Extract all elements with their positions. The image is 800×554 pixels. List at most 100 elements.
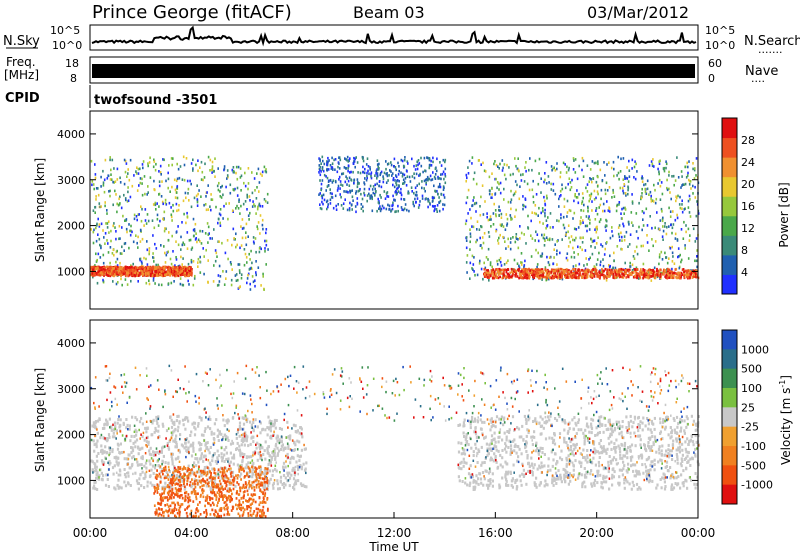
- power-cell: [264, 250, 266, 253]
- power-cell: [442, 193, 445, 197]
- power-cell: [675, 267, 678, 271]
- power-cell: [185, 274, 187, 278]
- power-cell: [584, 276, 587, 279]
- power-cell: [394, 179, 396, 182]
- power-cell: [179, 165, 182, 168]
- power-cell: [374, 190, 377, 194]
- power-cell: [174, 264, 176, 267]
- power-cell: [567, 168, 570, 172]
- power-cell: [215, 251, 218, 255]
- velocity-cell: [586, 439, 590, 442]
- power-cell: [116, 249, 118, 253]
- power-cell: [665, 232, 668, 236]
- frequency-panel: Freq. [MHz] 18 8 60 0 Nave ····: [4, 55, 778, 88]
- power-cell: [536, 269, 538, 272]
- power-cell: [132, 269, 135, 272]
- power-cell: [542, 274, 545, 277]
- power-cell: [507, 237, 509, 241]
- power-cell: [100, 266, 103, 269]
- velocity-cell: [90, 459, 93, 463]
- power-cell: [489, 263, 492, 267]
- power-cell: [378, 207, 380, 210]
- power-cell: [639, 268, 642, 271]
- power-cell: [534, 239, 536, 242]
- date-title: 03/Mar/2012: [587, 3, 689, 22]
- velocity-cell: [490, 434, 494, 438]
- power-cell: [636, 274, 638, 278]
- power-cell: [119, 176, 121, 180]
- power-cell: [443, 196, 446, 199]
- power-cell: [591, 270, 593, 273]
- power-cell: [520, 231, 523, 235]
- velocity-cell: [264, 477, 267, 480]
- power-cell: [392, 194, 394, 198]
- power-cell: [128, 178, 131, 182]
- power-cell: [530, 219, 532, 223]
- power-cell: [124, 267, 127, 270]
- power-cell: [643, 211, 645, 215]
- power-cell: [618, 201, 621, 204]
- power-cell: [367, 169, 369, 173]
- power-cell: [194, 222, 197, 226]
- power-cell: [626, 274, 629, 277]
- power-cell: [162, 202, 164, 206]
- velocity-cell: [536, 467, 539, 471]
- power-cell: [553, 248, 555, 251]
- power-cell: [651, 226, 653, 230]
- power-cell: [491, 196, 493, 199]
- power-cell: [479, 236, 481, 240]
- power-cell: [552, 270, 555, 273]
- power-cell: [684, 165, 686, 169]
- power-cell: [502, 166, 504, 170]
- power-cell: [366, 194, 369, 197]
- power-cell: [501, 272, 504, 275]
- power-cell: [346, 183, 348, 186]
- power-cell: [523, 264, 526, 267]
- power-cell: [327, 180, 330, 183]
- power-cell: [192, 217, 195, 221]
- power-cell: [644, 183, 647, 186]
- power-cell: [366, 171, 368, 175]
- power-cell: [226, 239, 229, 242]
- power-cell: [659, 268, 662, 272]
- power-cell: [671, 245, 673, 249]
- power-cell: [692, 184, 694, 188]
- power-cell: [659, 275, 662, 278]
- power-cell: [561, 238, 563, 241]
- power-cell: [687, 275, 690, 278]
- power-cell: [219, 195, 222, 198]
- power-cell: [98, 237, 101, 241]
- power-cell: [256, 172, 258, 175]
- power-cell: [428, 157, 431, 160]
- power-cell: [393, 198, 396, 202]
- velocity-cell: [161, 468, 164, 472]
- power-cell: [214, 175, 216, 178]
- power-cell: [155, 263, 157, 267]
- velocity-cell: [505, 450, 508, 454]
- power-cell: [402, 172, 404, 176]
- power-cell: [672, 276, 674, 280]
- power-cell: [319, 203, 321, 206]
- power-cell: [234, 238, 236, 241]
- power-cell: [473, 171, 476, 175]
- power-cell: [109, 156, 111, 159]
- power-cell: [506, 217, 509, 221]
- power-cell: [671, 260, 674, 263]
- power-cell: [669, 271, 671, 275]
- power-cell: [246, 193, 248, 197]
- power-cell: [646, 224, 649, 227]
- power-cell: [465, 219, 468, 223]
- power-cell: [646, 269, 649, 273]
- power-cell: [608, 186, 611, 189]
- velocity-cell: [300, 448, 303, 452]
- power-cell: [140, 260, 143, 264]
- power-cell: [600, 270, 602, 274]
- power-cell: [487, 231, 490, 234]
- power-cell: [679, 195, 681, 199]
- power-cell: [658, 253, 661, 256]
- power-cell: [119, 265, 121, 269]
- power-cell: [97, 193, 100, 197]
- power-cell: [544, 212, 546, 215]
- power-cell: [177, 268, 180, 272]
- power-cell: [655, 197, 658, 201]
